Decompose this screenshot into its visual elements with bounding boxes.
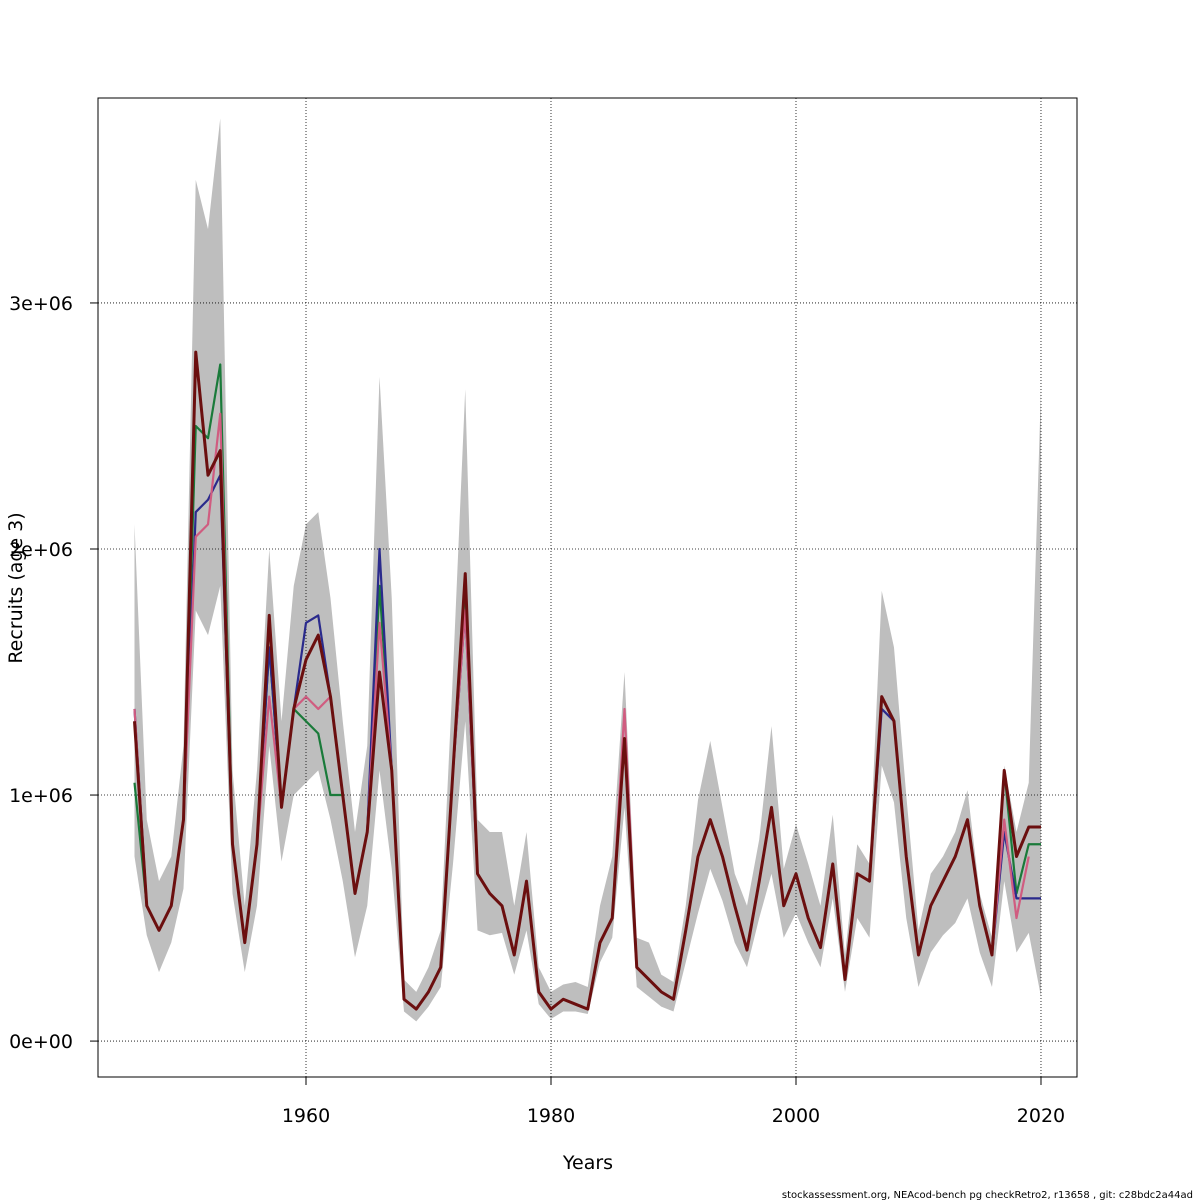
x-tick-label: 1960 xyxy=(282,1105,330,1127)
plot-frame xyxy=(97,97,1078,1078)
series-line xyxy=(133,350,1041,1011)
x-tick-label: 1980 xyxy=(527,1105,575,1127)
x-tick-label: 2020 xyxy=(1017,1105,1065,1127)
y-tick-label: 1e+06 xyxy=(9,785,73,807)
x-tick-label: 2000 xyxy=(772,1105,820,1127)
y-tick-label: 3e+06 xyxy=(9,293,73,315)
footer: stockassessment.org, NEAcod-bench pg che… xyxy=(782,1190,1193,1200)
y-axis-label: Recruits (age 3) xyxy=(5,512,27,663)
y-tick-label: 2e+06 xyxy=(9,539,73,561)
x-axis-label: Years xyxy=(562,1152,613,1174)
y-tick-label: 0e+00 xyxy=(9,1031,73,1053)
confidence-band xyxy=(134,118,1041,1022)
